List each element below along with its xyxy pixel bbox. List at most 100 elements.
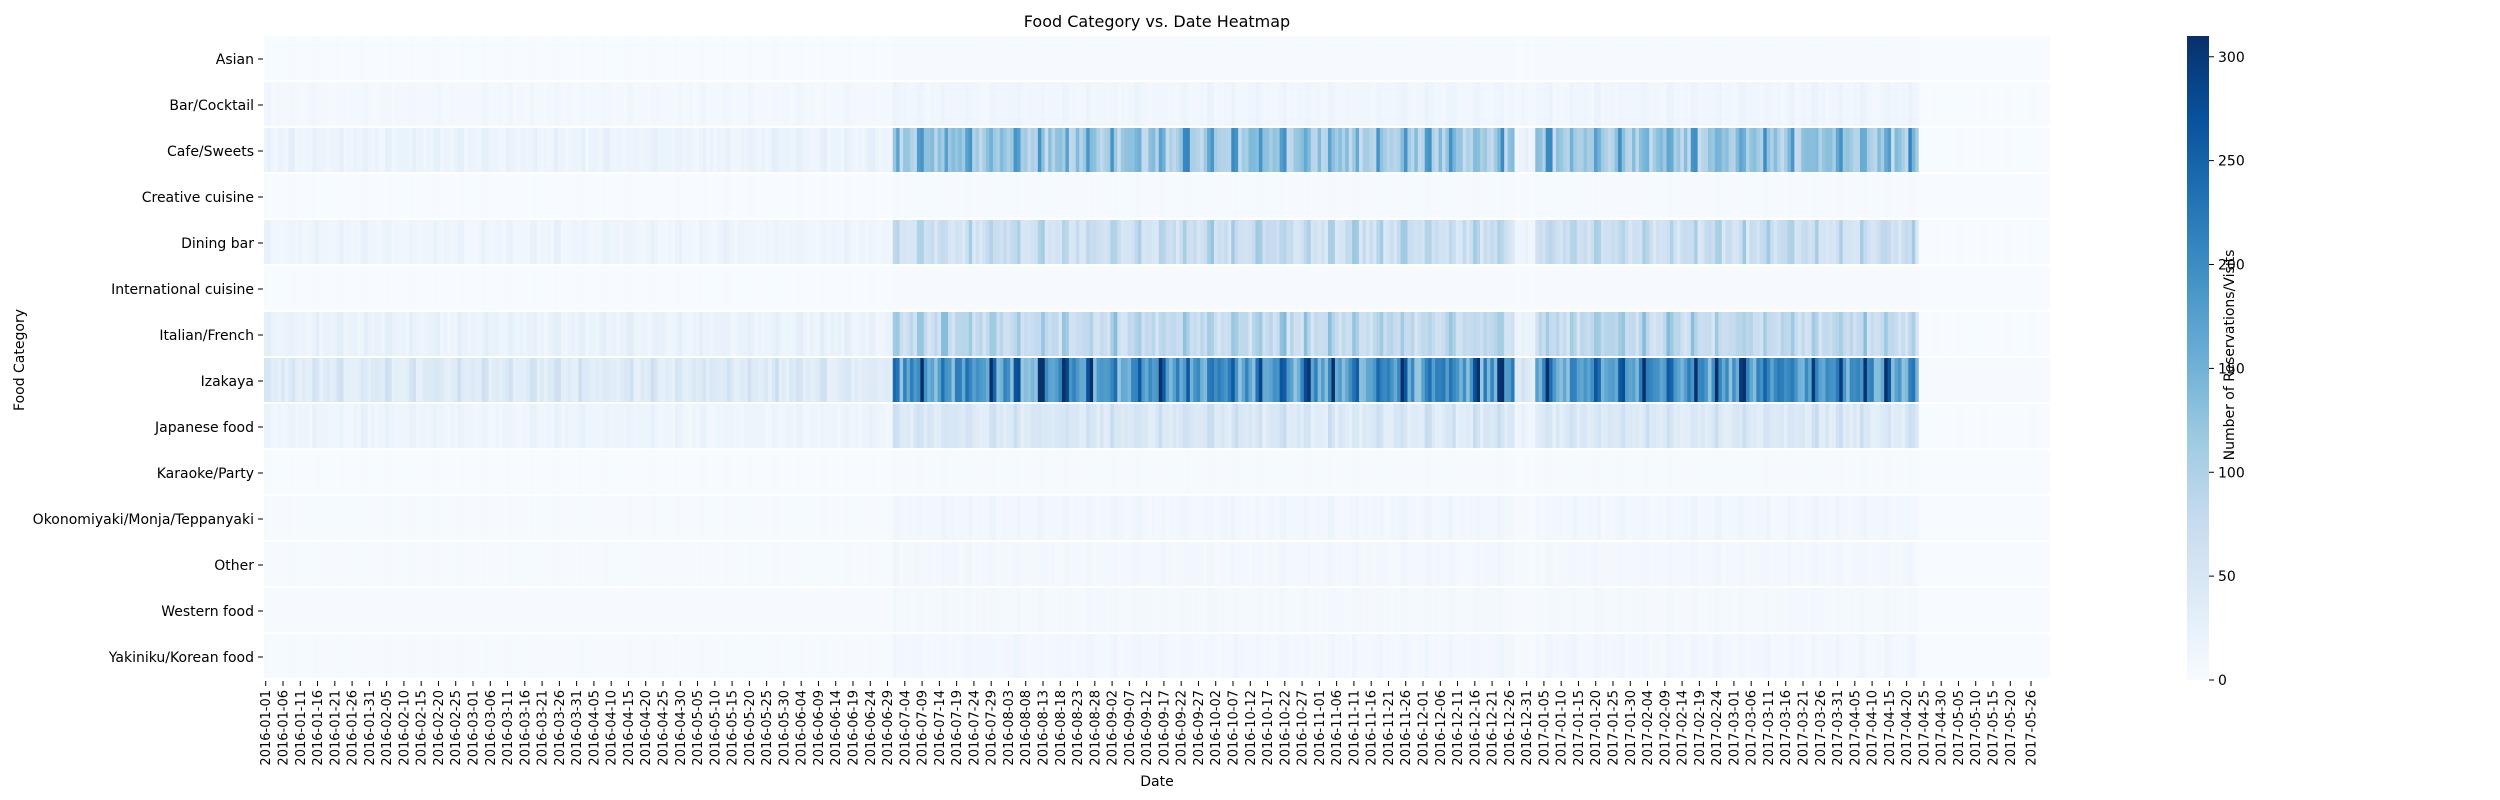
heatmap-cell — [889, 82, 894, 126]
heatmap-cell — [1355, 36, 1360, 80]
heatmap-cell — [1759, 358, 1764, 402]
heatmap-cell — [1801, 358, 1806, 402]
heatmap-cell — [968, 450, 973, 494]
heatmap-cell — [1794, 128, 1799, 172]
heatmap-cell — [1462, 220, 1467, 264]
heatmap-cell — [1169, 174, 1173, 218]
heatmap-cell — [1656, 128, 1660, 172]
heatmap-cell — [1400, 128, 1405, 172]
heatmap-cell — [906, 266, 911, 310]
heatmap-cell — [834, 174, 838, 218]
heatmap-cell — [1435, 404, 1439, 448]
heatmap-cell — [1811, 404, 1816, 448]
heatmap-cell — [1822, 174, 1826, 218]
heatmap-cell — [1448, 404, 1453, 448]
heatmap-cell — [1659, 266, 1664, 310]
heatmap-cell — [661, 174, 666, 218]
heatmap-cell — [284, 128, 289, 172]
heatmap-cell — [533, 404, 538, 448]
heatmap-cell — [1438, 220, 1443, 264]
heatmap-cell — [1846, 404, 1850, 448]
heatmap-cell — [1224, 404, 1229, 448]
heatmap-cell — [1369, 404, 1374, 448]
heatmap-cell — [1290, 312, 1294, 356]
heatmap-cell — [1569, 312, 1574, 356]
heatmap-cell — [1808, 128, 1812, 172]
heatmap-cell — [751, 220, 755, 264]
heatmap-cell — [720, 358, 724, 402]
heatmap-cell — [1787, 174, 1792, 218]
heatmap-cell — [312, 220, 317, 264]
heatmap-cell — [799, 128, 804, 172]
heatmap-cell — [495, 220, 500, 264]
heatmap-cell — [1860, 404, 1864, 448]
heatmap-cell — [2032, 312, 2037, 356]
heatmap-cell — [1673, 266, 1678, 310]
heatmap-cell — [457, 312, 462, 356]
heatmap-cell — [785, 82, 790, 126]
heatmap-cell — [295, 128, 299, 172]
heatmap-cell — [1542, 404, 1546, 448]
heatmap-cell — [1196, 220, 1201, 264]
heatmap-cell — [1110, 36, 1115, 80]
heatmap-cell — [861, 220, 866, 264]
heatmap-cell — [1911, 266, 1916, 310]
heatmap-cell — [1486, 36, 1491, 80]
heatmap-cell — [1839, 82, 1844, 126]
heatmap-cell — [1556, 220, 1560, 264]
heatmap-cell — [934, 128, 938, 172]
heatmap-cell — [1062, 312, 1066, 356]
heatmap-cell — [1176, 220, 1180, 264]
heatmap-cell — [1704, 82, 1709, 126]
heatmap-cell — [650, 404, 655, 448]
heatmap-cell — [740, 404, 745, 448]
heatmap-cell — [830, 220, 835, 264]
heatmap-cell — [1870, 220, 1875, 264]
heatmap-cell — [1234, 358, 1239, 402]
heatmap-cell — [315, 450, 320, 494]
heatmap-cell — [1863, 82, 1868, 126]
heatmap-cell — [1086, 220, 1090, 264]
heatmap-cell — [512, 312, 517, 356]
heatmap-cell — [2036, 220, 2040, 264]
heatmap-cell — [1093, 220, 1097, 264]
heatmap-cell — [882, 128, 887, 172]
heatmap-cell — [509, 404, 514, 448]
heatmap-cell — [664, 266, 669, 310]
heatmap-cell — [1058, 82, 1063, 126]
heatmap-cell — [1518, 174, 1522, 218]
heatmap-cell — [1956, 36, 1961, 80]
heatmap-cell — [754, 358, 759, 402]
heatmap-cell — [1459, 174, 1464, 218]
heatmap-cell — [460, 128, 465, 172]
heatmap-cell — [1549, 82, 1553, 126]
heatmap-cell — [751, 36, 755, 80]
heatmap-cell — [2043, 266, 2047, 310]
y-tick-label: Italian/French — [159, 328, 254, 344]
heatmap-cell — [1998, 266, 2002, 310]
heatmap-cell — [1994, 174, 1999, 218]
heatmap-cell — [1379, 312, 1384, 356]
heatmap-cell — [374, 220, 379, 264]
heatmap-cell — [1600, 128, 1605, 172]
heatmap-cell — [1407, 128, 1412, 172]
heatmap-cell — [1272, 358, 1277, 402]
heatmap-cell — [305, 358, 310, 402]
heatmap-cell — [702, 450, 707, 494]
heatmap-cell — [899, 36, 904, 80]
heatmap-cell — [1766, 36, 1771, 80]
heatmap-cell — [1607, 82, 1612, 126]
heatmap-cell — [1124, 174, 1128, 218]
heatmap-cell — [847, 266, 852, 310]
heatmap-cell — [1977, 220, 1982, 264]
heatmap-cell — [1811, 266, 1816, 310]
heatmap-cell — [878, 82, 883, 126]
heatmap-cell — [1030, 312, 1035, 356]
heatmap-cell — [775, 312, 780, 356]
heatmap-cell — [409, 312, 413, 356]
heatmap-cell — [1151, 220, 1156, 264]
heatmap-cell — [315, 404, 320, 448]
heatmap-cell — [1573, 36, 1578, 80]
heatmap-cell — [951, 36, 956, 80]
heatmap-cell — [381, 220, 386, 264]
